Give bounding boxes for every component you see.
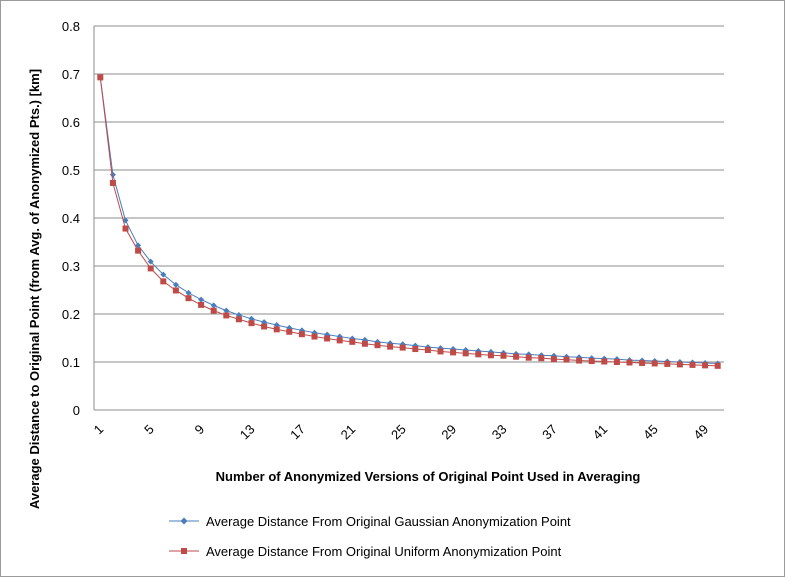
data-point-square	[122, 225, 129, 232]
data-point-square	[172, 287, 179, 294]
data-point-square	[714, 362, 721, 369]
data-point-square	[97, 74, 104, 81]
data-point-diamond	[185, 289, 192, 296]
legend-marker-uniform	[181, 548, 187, 554]
x-axis-title: Number of Anonymized Versions of Origina…	[216, 469, 641, 484]
data-point-square	[298, 331, 305, 338]
data-point-square	[198, 301, 205, 308]
data-point-square	[399, 344, 406, 351]
data-point-square	[311, 333, 318, 340]
x-tick-label: 37	[539, 422, 560, 443]
y-axis-ticks: 0 0.1 0.2 0.3 0.4 0.5 0.6 0.7 0.8	[62, 19, 80, 418]
data-point-square	[689, 361, 696, 368]
data-point-diamond	[198, 296, 205, 303]
data-point-square	[676, 361, 683, 368]
data-point-square	[450, 349, 457, 356]
data-point-square	[500, 352, 507, 359]
data-point-square	[185, 295, 192, 302]
data-point-square	[702, 362, 709, 369]
x-tick-label: 25	[388, 422, 409, 443]
data-point-diamond	[223, 307, 230, 314]
series-line	[99, 77, 718, 364]
series-uniform	[97, 74, 721, 369]
series-plot	[97, 74, 721, 369]
data-point-square	[261, 323, 268, 330]
data-point-square	[424, 347, 431, 353]
y-tick-label: 0.4	[62, 211, 80, 226]
y-tick-label: 0.3	[62, 259, 80, 274]
data-point-square	[538, 355, 545, 362]
data-point-square	[601, 358, 608, 365]
x-tick-label: 1	[91, 422, 107, 438]
y-tick-label: 0.6	[62, 115, 80, 130]
data-point-diamond	[147, 258, 154, 265]
x-axis-ticks: 1 5 9 13 17 21 25 29 33 37 41 45 49	[91, 422, 712, 443]
x-tick-label: 17	[287, 422, 308, 443]
x-tick-label: 21	[338, 422, 359, 443]
legend-marker-gaussian	[180, 517, 188, 525]
y-tick-label: 0	[73, 403, 80, 418]
data-point-square	[273, 326, 280, 333]
data-point-square	[324, 335, 331, 342]
legend-label-gaussian: Average Distance From Original Gaussian …	[206, 514, 571, 529]
data-point-diamond	[160, 271, 167, 278]
data-point-square	[462, 350, 469, 357]
data-point-square	[651, 360, 658, 367]
data-point-square	[374, 342, 381, 349]
x-tick-label: 49	[690, 422, 711, 443]
data-point-diamond	[210, 302, 217, 309]
y-tick-label: 0.2	[62, 307, 80, 322]
data-point-square	[475, 351, 482, 358]
y-tick-label: 0.8	[62, 19, 80, 34]
y-axis-title: Average Distance to Original Point (from…	[27, 69, 42, 509]
axes	[93, 26, 724, 411]
x-tick-label: 41	[590, 422, 611, 443]
data-point-square	[513, 353, 520, 360]
legend: Average Distance From Original Gaussian …	[169, 514, 571, 559]
x-tick-label: 45	[640, 422, 661, 443]
data-point-square	[361, 340, 368, 347]
data-point-square	[576, 357, 583, 364]
series-gaussian	[97, 74, 721, 367]
data-point-square	[588, 358, 595, 365]
data-point-square	[487, 352, 494, 359]
y-tick-label: 0.5	[62, 163, 80, 178]
data-point-diamond	[172, 281, 179, 288]
data-point-square	[135, 247, 142, 254]
data-point-square	[387, 343, 394, 350]
data-point-square	[248, 320, 255, 327]
data-point-diamond	[109, 171, 116, 178]
data-point-square	[613, 359, 620, 365]
x-tick-label: 9	[191, 422, 207, 438]
data-point-square	[109, 179, 116, 186]
data-point-square	[349, 338, 356, 345]
y-tick-label: 0.7	[62, 67, 80, 82]
data-point-square	[235, 316, 242, 323]
legend-label-uniform: Average Distance From Original Uniform A…	[206, 544, 562, 559]
data-point-square	[412, 346, 419, 353]
data-point-square	[626, 359, 633, 366]
x-tick-label: 13	[237, 422, 258, 443]
data-point-square	[664, 360, 671, 367]
data-point-square	[639, 359, 646, 366]
data-point-square	[550, 356, 557, 363]
data-point-square	[147, 265, 154, 272]
x-tick-label: 33	[489, 422, 510, 443]
data-point-square	[286, 328, 293, 335]
data-point-square	[223, 312, 230, 319]
data-point-square	[525, 354, 532, 361]
data-point-square	[210, 307, 217, 314]
data-point-square	[437, 348, 444, 355]
x-tick-label: 29	[438, 422, 459, 443]
series-line	[99, 77, 718, 367]
data-point-square	[563, 356, 570, 363]
y-tick-label: 0.1	[62, 355, 80, 370]
data-point-square	[160, 278, 167, 285]
grid-lines	[94, 25, 724, 363]
data-point-square	[336, 337, 343, 344]
data-point-diamond	[135, 242, 142, 249]
x-tick-label: 5	[141, 422, 157, 438]
